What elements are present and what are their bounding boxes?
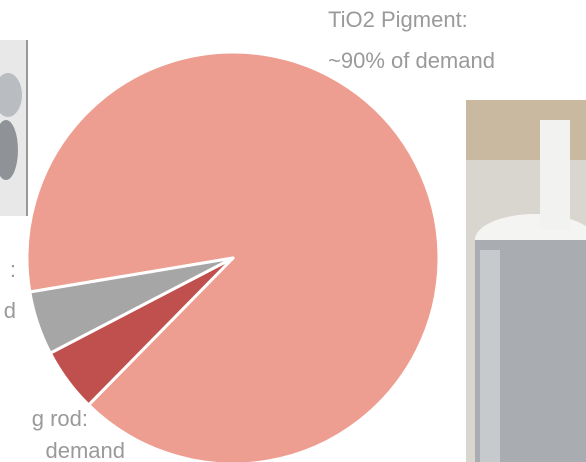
pie	[25, 50, 441, 462]
annotation-line: :	[10, 257, 16, 282]
left-photo	[0, 40, 28, 216]
labels: TiO2 Pigment: ~90% of demand g rod: demand:…	[4, 7, 495, 462]
pie-slice	[28, 256, 235, 355]
annotation-line: g rod:	[32, 406, 88, 431]
annotation-line: demand	[45, 438, 125, 462]
right-photo	[466, 100, 586, 462]
annotation-line: d	[4, 298, 16, 323]
annotation-line: TiO2 Pigment:	[328, 7, 468, 32]
annotation-line: ~90% of demand	[328, 48, 495, 73]
